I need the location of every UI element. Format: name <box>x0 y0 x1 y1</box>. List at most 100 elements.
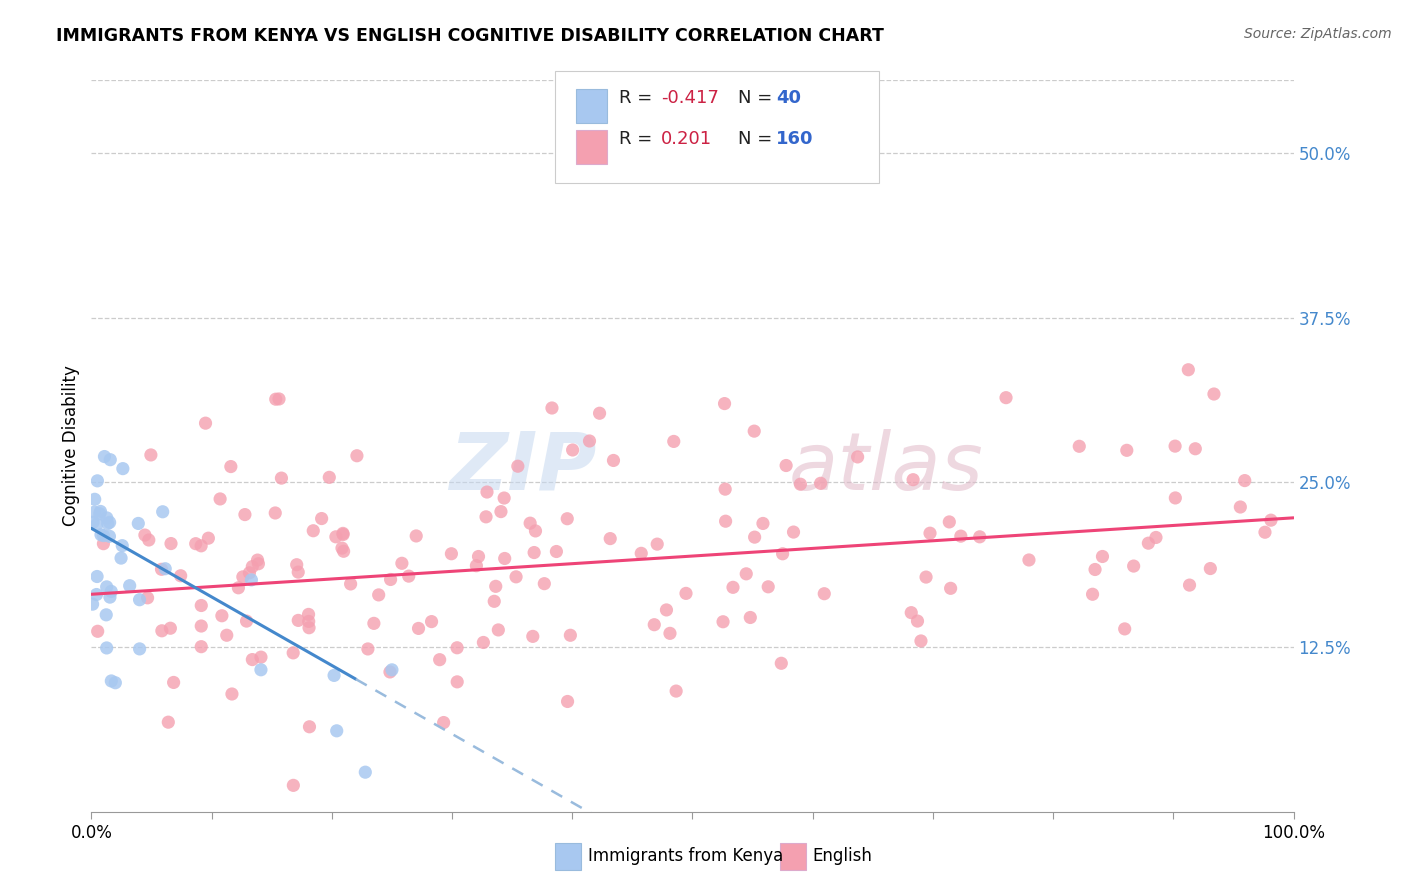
Point <box>813 587 835 601</box>
Point <box>472 635 495 649</box>
Point <box>190 619 212 633</box>
Text: ZIP: ZIP <box>449 429 596 507</box>
Point <box>298 615 321 629</box>
Point <box>714 514 737 528</box>
Point <box>910 634 932 648</box>
Point <box>339 577 361 591</box>
Point <box>110 551 132 566</box>
Point <box>756 580 779 594</box>
Point <box>302 524 325 538</box>
Point <box>283 646 305 660</box>
Point <box>735 566 758 581</box>
Text: 160: 160 <box>776 130 814 148</box>
Text: N =: N = <box>738 130 778 148</box>
Text: N =: N = <box>738 89 778 107</box>
Point <box>139 448 162 462</box>
Point <box>228 581 250 595</box>
Point <box>1254 525 1277 540</box>
Point <box>96 640 118 655</box>
Point <box>240 573 263 587</box>
Point <box>162 675 184 690</box>
Point <box>111 539 134 553</box>
Point <box>267 392 290 406</box>
Point <box>1115 443 1137 458</box>
Text: Source: ZipAtlas.com: Source: ZipAtlas.com <box>1244 27 1392 41</box>
Point <box>100 673 122 688</box>
Point <box>128 641 150 656</box>
Point <box>332 544 354 558</box>
Point <box>323 668 346 682</box>
Point <box>1122 559 1144 574</box>
Point <box>602 453 624 467</box>
Point <box>742 424 765 438</box>
Point <box>486 623 509 637</box>
Text: R =: R = <box>619 130 658 148</box>
Point <box>770 657 793 671</box>
Point <box>104 675 127 690</box>
Point <box>995 391 1018 405</box>
Point <box>475 509 498 524</box>
Point <box>505 570 527 584</box>
Point <box>128 592 150 607</box>
Point <box>900 606 922 620</box>
Point <box>1144 531 1167 545</box>
Point <box>215 628 238 642</box>
Point <box>465 558 488 573</box>
Point <box>150 562 173 576</box>
Point <box>915 570 938 584</box>
Point <box>318 470 340 484</box>
Point <box>346 449 368 463</box>
Point <box>93 450 115 464</box>
Point <box>1164 491 1187 505</box>
Point <box>150 624 173 638</box>
Point <box>752 516 775 531</box>
Point <box>475 485 498 500</box>
Point <box>86 517 108 532</box>
Point <box>86 624 108 639</box>
Point <box>86 474 108 488</box>
Text: Immigrants from Kenya: Immigrants from Kenya <box>588 847 783 865</box>
Point <box>675 586 697 600</box>
Point <box>190 539 212 553</box>
Point <box>740 610 762 624</box>
Point <box>332 527 354 541</box>
Point <box>485 579 508 593</box>
Point <box>96 511 118 525</box>
Point <box>599 532 621 546</box>
Point <box>354 765 377 780</box>
Point <box>233 508 256 522</box>
Point <box>325 723 347 738</box>
Point <box>221 687 243 701</box>
Point <box>557 694 579 708</box>
Point <box>846 450 869 464</box>
Point <box>89 507 111 521</box>
Point <box>98 452 121 467</box>
Point <box>1084 562 1107 576</box>
Point <box>391 556 413 570</box>
Point <box>408 622 430 636</box>
Point <box>506 459 529 474</box>
Point <box>357 642 380 657</box>
Point <box>264 506 287 520</box>
Text: atlas: atlas <box>789 429 983 507</box>
Point <box>127 516 149 531</box>
Point <box>714 482 737 496</box>
Point <box>949 529 972 543</box>
Point <box>467 549 489 564</box>
Point <box>1202 387 1225 401</box>
Point <box>918 526 941 541</box>
Point <box>209 491 232 506</box>
Point <box>238 566 260 580</box>
Point <box>232 570 254 584</box>
Point <box>197 531 219 545</box>
Point <box>190 640 212 654</box>
Point <box>287 614 309 628</box>
Point <box>420 615 443 629</box>
Point <box>100 584 122 599</box>
Point <box>494 551 516 566</box>
Point <box>1164 439 1187 453</box>
Point <box>1233 474 1256 488</box>
Text: -0.417: -0.417 <box>661 89 718 107</box>
Point <box>247 557 270 571</box>
Point <box>82 515 104 529</box>
